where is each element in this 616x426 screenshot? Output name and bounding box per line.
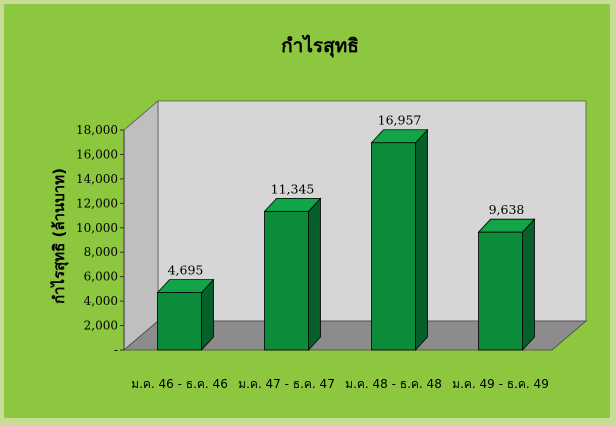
bar (477, 218, 536, 352)
y-tick-label: 14,000 (76, 172, 118, 186)
y-tick-label: 16,000 (76, 147, 118, 161)
bar-value-label: 4,695 (168, 263, 204, 278)
y-tick-label: 12,000 (76, 196, 118, 210)
x-axis-ticks: ม.ค. 46 - ธ.ค. 46 ม.ค. 47 - ธ.ค. 47 ม.ค. 4… (131, 377, 549, 391)
x-tick-label: ม.ค. 46 - ธ.ค. 46 (131, 377, 228, 391)
y-axis-ticks: - 2,000 4,000 6,000 8,000 10,000 12,000 14,000 1… (76, 123, 124, 357)
chart-title: กำไรสุทธิ (281, 34, 359, 58)
y-tick-label: 18,000 (76, 123, 118, 137)
y-tick-label: 6,000 (84, 270, 118, 284)
bar-front (264, 210, 309, 351)
bar-front (371, 142, 416, 351)
x-tick-label: ม.ค. 49 - ธ.ค. 49 (452, 377, 549, 391)
bar-value-label: 9,638 (489, 202, 525, 217)
bar (263, 197, 322, 352)
bar-side (415, 128, 428, 352)
bar (370, 128, 429, 352)
plot-left-wall (123, 100, 159, 351)
bar-side (522, 218, 535, 352)
y-tick-label: - (114, 343, 118, 357)
bar-side (308, 197, 321, 352)
bar (156, 278, 215, 352)
x-tick-label: ม.ค. 47 - ธ.ค. 47 (238, 377, 335, 391)
bar-front (478, 231, 523, 351)
y-tick-label: 8,000 (84, 245, 118, 259)
y-axis-title: กำไรสุทธิ (ล้านบาท) (49, 168, 69, 304)
x-tick-label: ม.ค. 48 - ธ.ค. 48 (345, 377, 442, 391)
bar-value-label: 11,345 (271, 181, 315, 196)
bar-value-label: 16,957 (378, 113, 422, 128)
y-tick-label: 2,000 (84, 319, 118, 333)
y-tick-label: 4,000 (84, 294, 118, 308)
value-labels: 4,695 11,345 16,957 9,638 (168, 113, 525, 278)
y-tick-label: 10,000 (76, 221, 118, 235)
bars (156, 128, 536, 352)
bar-front (157, 292, 202, 351)
